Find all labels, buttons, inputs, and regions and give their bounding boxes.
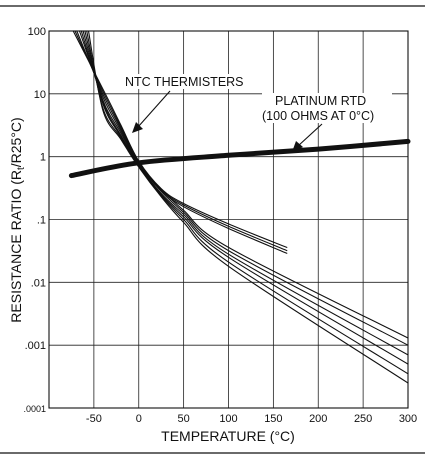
y-axis-title-sub: t (16, 167, 27, 170)
ntc-label: NTC THERMISTERS (125, 75, 244, 89)
y-tick-label-0: 100 (28, 26, 46, 38)
ntc-curve-5 (80, 30, 409, 346)
y-tick-label-5: .001 (25, 340, 46, 352)
rtd-sublabel: (100 OHMS AT 0°C) (262, 109, 374, 123)
x-tick-label-4: 150 (264, 413, 282, 425)
x-tick-label-6: 250 (354, 413, 372, 425)
x-tick-labels: -50 0 50 100 150 200 250 300 (86, 413, 417, 425)
ntc-curve-8 (86, 30, 409, 375)
rtd-arrow-head (292, 141, 303, 152)
ntc-curve-1 (72, 30, 288, 248)
y-axis-title-main: RESISTANCE RATIO (R (8, 170, 24, 323)
ntc-curve-7 (84, 30, 409, 365)
ntc-curve-4 (78, 30, 409, 339)
rtd-label: PLATINUM RTD (275, 94, 366, 108)
x-tick-label-3: 100 (219, 413, 237, 425)
x-tick-label-1: 0 (136, 413, 142, 425)
y-axis-title-tail: /R25°C) (8, 117, 24, 167)
x-tick-label-0: -50 (86, 413, 102, 425)
ntc-curve-2 (74, 30, 288, 252)
ntc-curve-6 (82, 30, 409, 356)
ntc-arrow-shaft (137, 90, 171, 128)
ntc-curve-9 (87, 30, 409, 384)
ntc-arrow-head (132, 122, 143, 133)
x-tick-label-5: 200 (309, 413, 327, 425)
y-tick-label-6: .0001 (23, 404, 46, 414)
x-tick-label-7: 300 (399, 413, 417, 425)
rtd-arrow-shaft (297, 123, 323, 147)
x-axis-title: TEMPERATURE (°C) (161, 428, 295, 444)
y-tick-labels: 100 10 1 .1 .01 .001 .0001 (23, 26, 46, 414)
ntc-label-bg (118, 74, 256, 89)
y-tick-label-1: 10 (34, 89, 46, 101)
curves (68, 30, 411, 384)
y-tick-label-4: .01 (31, 277, 46, 289)
x-tick-label-2: 50 (178, 413, 190, 425)
y-tick-label-3: .1 (37, 215, 46, 227)
y-tick-label-2: 1 (40, 152, 46, 164)
rtd-curve-0 (68, 138, 411, 179)
plot-frame (48, 30, 409, 409)
y-axis-title: RESISTANCE RATIO (Rt/R25°C) (8, 117, 27, 322)
rtd-label-bg (262, 93, 392, 123)
